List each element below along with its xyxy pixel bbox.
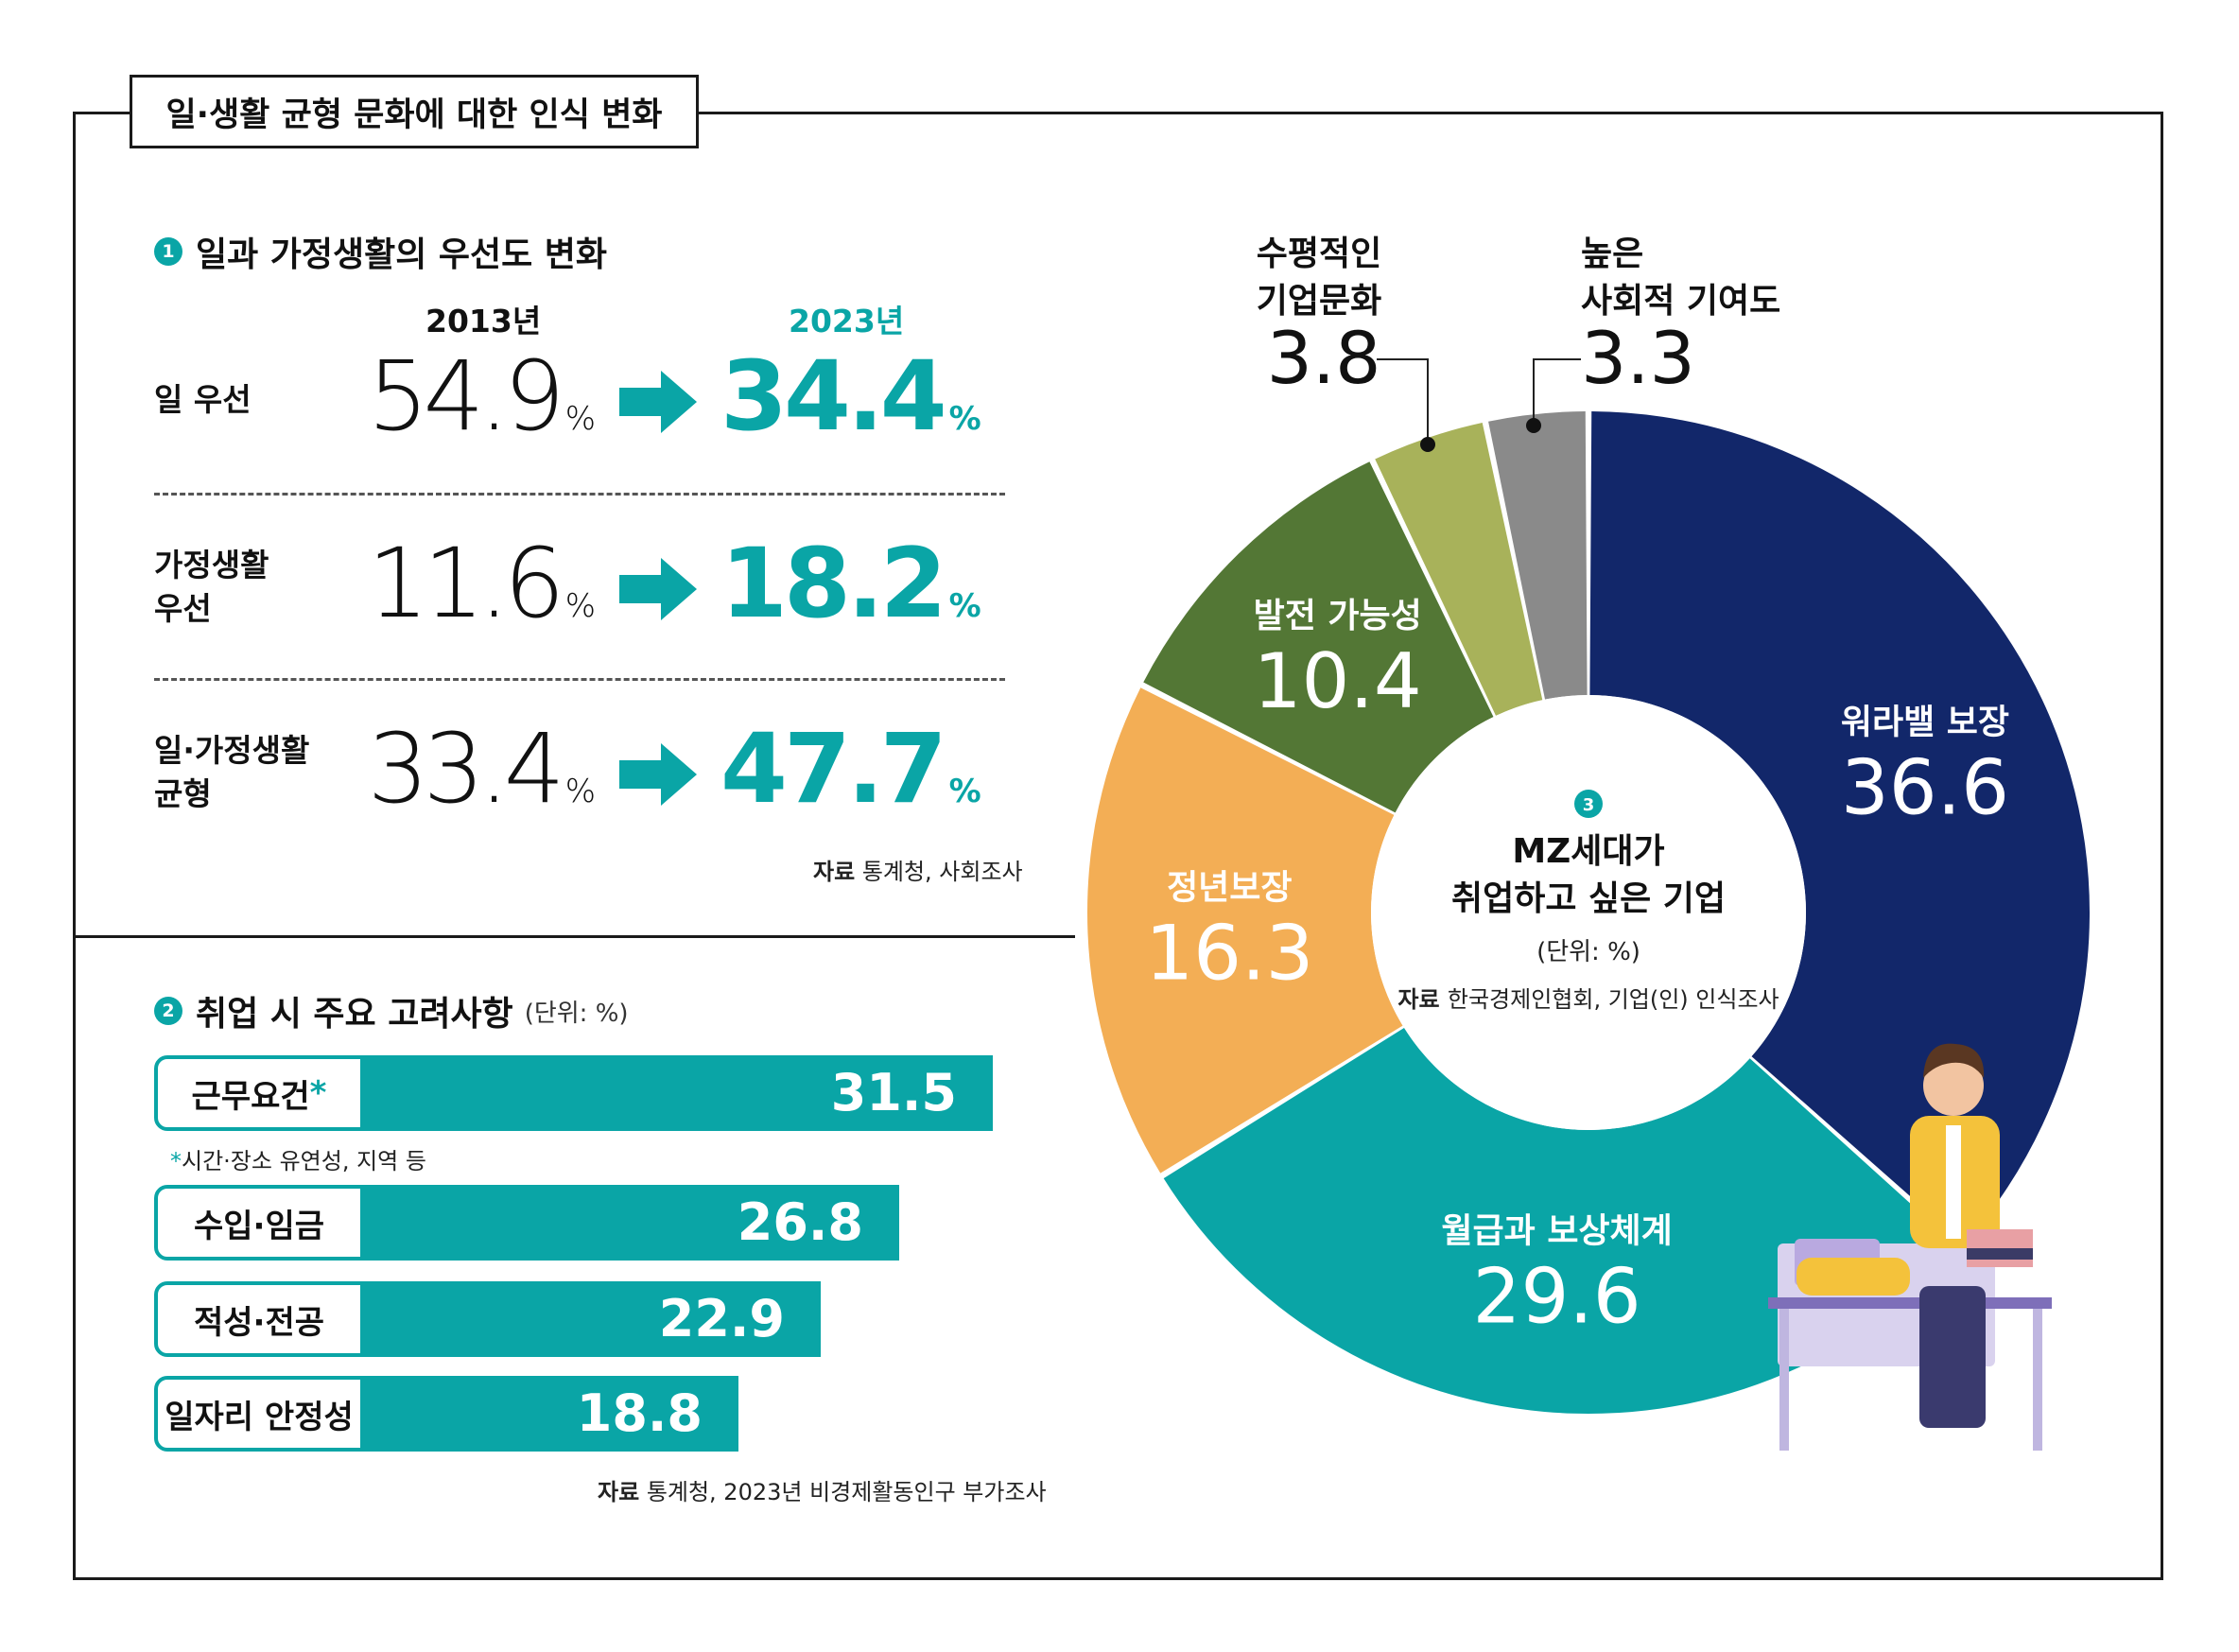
bar-category-label: 일자리 안정성	[154, 1376, 364, 1452]
bar	[360, 1281, 821, 1357]
row1-label: 일 우선	[154, 378, 252, 422]
bar-category-label: 적성·전공	[154, 1281, 364, 1357]
section1-badge: 1	[154, 237, 182, 266]
row1-new-value: 34.4%	[720, 340, 981, 453]
section2-badge: 2	[154, 997, 182, 1025]
bar-value-label: 31.5	[830, 1063, 957, 1122]
bar-value-label: 26.8	[737, 1192, 863, 1252]
row3-new-value: 47.7%	[720, 713, 981, 826]
arrow-right-icon	[619, 371, 697, 433]
section2-unit: (단위: %)	[524, 999, 629, 1028]
row-divider	[154, 678, 1005, 681]
row2-label: 가정생활 우선	[154, 544, 269, 631]
row2-old-value: 11.6%	[367, 528, 596, 640]
arrow-right-icon	[619, 743, 697, 806]
frame-title: 일·생활 균형 문화에 대한 인식 변화	[130, 75, 699, 148]
year-new: 2023년	[789, 303, 905, 339]
row1-label-line1: 일 우선	[154, 381, 252, 418]
row1-old-value: 54.9%	[367, 340, 596, 453]
bar-category-label: 수입·임금	[154, 1185, 364, 1261]
section1-title: 1 일과 가정생활의 우선도 변화	[154, 227, 607, 276]
row3-label-line2: 균형	[154, 775, 212, 812]
bar	[360, 1055, 993, 1131]
row-divider	[154, 493, 1005, 496]
bar-footnote-text: 시간·장소 유연성, 지역 등	[182, 1148, 426, 1174]
infographic-frame	[73, 112, 2163, 1580]
bar-value-label: 18.8	[576, 1383, 703, 1443]
bar	[360, 1376, 738, 1452]
year-old: 2013년	[425, 303, 542, 339]
arrow-right-icon	[619, 558, 697, 620]
row3-old-value: 33.4%	[367, 713, 596, 826]
section1-source: 자료 통계청, 사회조사	[813, 859, 1023, 885]
section2-source: 자료 통계청, 2023년 비경제활동인구 부가조사	[598, 1479, 1047, 1505]
row2-new-value: 18.2%	[720, 528, 981, 640]
bar-footnote: *시간·장소 유연성, 지역 등	[170, 1148, 426, 1174]
section2-title-text: 취업 시 주요 고려사항	[196, 995, 513, 1034]
row3-label: 일·가정생활 균형	[154, 729, 309, 816]
section2-title: 2 취업 시 주요 고려사항 (단위: %)	[154, 986, 629, 1035]
bar-category-label: 근무요건 *	[154, 1055, 364, 1131]
row2-label-line1: 가정생활	[154, 547, 269, 583]
row3-label-line1: 일·가정생활	[154, 732, 310, 769]
bar	[360, 1185, 899, 1261]
section-divider	[73, 935, 1075, 938]
row2-label-line2: 우선	[154, 590, 212, 627]
section1-title-text: 일과 가정생활의 우선도 변화	[196, 235, 608, 274]
bar-value-label: 22.9	[658, 1289, 785, 1348]
